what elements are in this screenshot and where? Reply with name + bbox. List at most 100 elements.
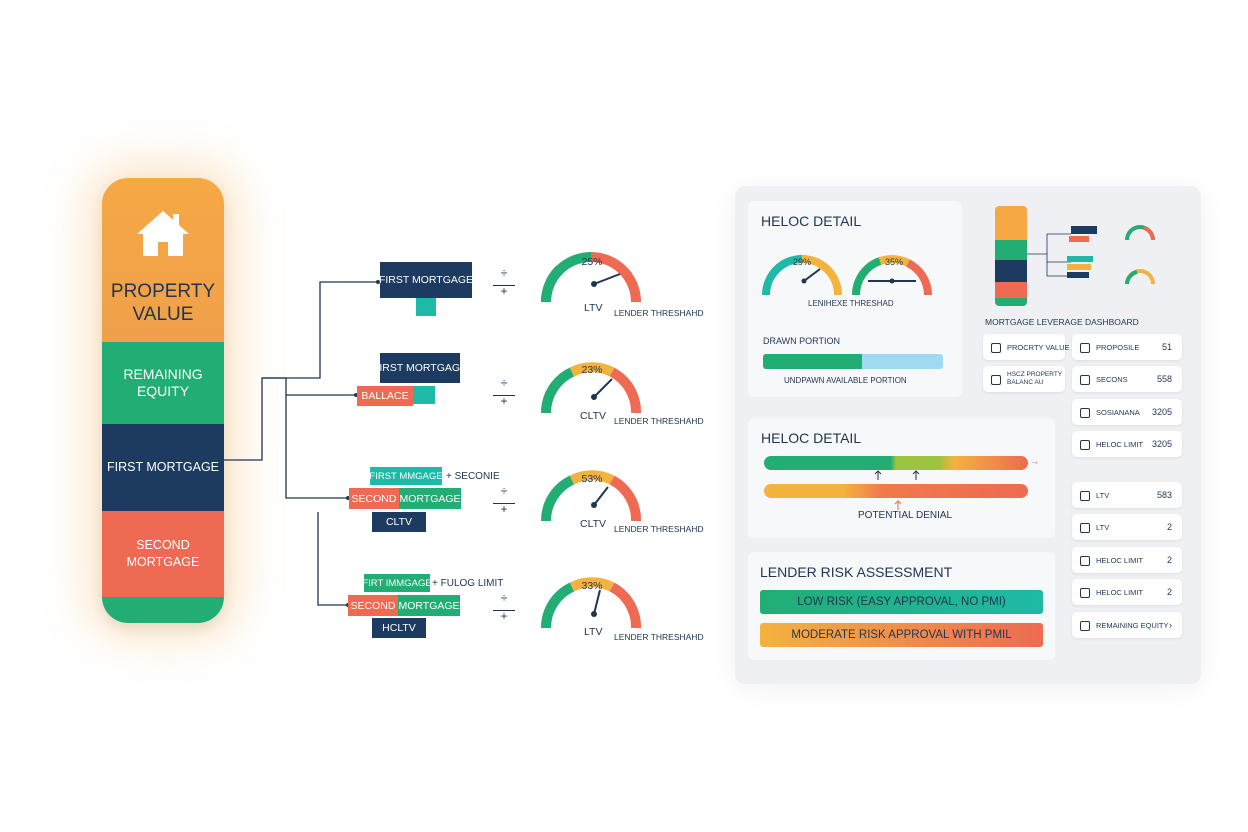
row4-hcltv-box: HCLTV [372, 618, 426, 638]
stat-value: 3205 [1151, 407, 1172, 417]
mini-dashboard-title: MORTGAGE LEVERAGE DASHBOARD [985, 317, 1139, 327]
stat-label: HELOC LIMIT [1096, 440, 1144, 449]
stat-card-right: PROPOSILE 51 [1072, 334, 1182, 360]
stat-icon [1080, 621, 1090, 631]
stat-icon [1080, 588, 1090, 598]
row1-first-mortgage-box: FIRST MORTGAGE [379, 262, 473, 298]
stat-label: LTV [1096, 523, 1110, 532]
mini-stack [995, 206, 1027, 306]
heloc1-gauge-2-percent: 35% [885, 257, 904, 267]
heloc2-bar-1 [764, 456, 1028, 470]
row3-divide-operator: ÷ [500, 484, 508, 498]
stat-property-value-label: PROCRTY VALUE [1007, 343, 1070, 352]
stat-card-right: HELOC LIMIT 2 [1072, 579, 1182, 605]
balance-icon [991, 375, 1001, 385]
stat-label: HELOC LIMIT [1096, 556, 1144, 565]
row3-gauge-percent: 53% [581, 473, 603, 485]
stat-card-right: LTV 583 [1072, 482, 1182, 508]
row4-mortgage-box: MORTGAGE [398, 595, 460, 616]
stat-value: 558 [1156, 374, 1172, 384]
stat-card-right: HELOC LIMIT 3205 [1072, 431, 1182, 457]
undrawn-portion-label: UNDPAWN AVAILABLE PORTION [784, 376, 907, 385]
row3-cltv-box: CLTV [372, 512, 426, 532]
stat-icon [1080, 440, 1090, 450]
row2-gauge-percent: 23% [581, 364, 603, 376]
row3-second-note: + SECONIE [446, 470, 500, 482]
stat-value: 2 [1166, 555, 1172, 565]
stack-base-segment [102, 597, 224, 623]
heloc-detail-title-1: HELOC DETAIL [761, 213, 862, 229]
second-mortgage-label: SECOND MORTGAGE [126, 538, 200, 569]
stat-value: 51 [1161, 342, 1172, 352]
stat-icon [1080, 556, 1090, 566]
stat-label: PROPOSILE [1096, 343, 1140, 352]
stat-property-balance-label: HSCZ PROPERTY BALANC AU [1007, 371, 1063, 386]
row3-threshold-label: LENDER THRESHAHD [614, 524, 704, 534]
row4-threshold-label: LENDER THRESHAHD [614, 632, 704, 642]
stat-property-value: PROCRTY VALUE [983, 334, 1070, 360]
stat-icon [1080, 343, 1090, 353]
heloc-detail-card-1: HELOC DETAIL 29% 35% LENIHEXE THRESHAD D… [748, 201, 962, 397]
stat-label: LTV [1096, 491, 1110, 500]
lender-risk-card: LENDER RISK ASSESSMENT LOW RISK (EASY AP… [748, 552, 1055, 660]
stat-value: 2 [1166, 587, 1172, 597]
property-value-label: PROPERTY VALUE [110, 281, 216, 325]
row1-gauge-label: LTV [584, 302, 603, 314]
row2-teal-chip [413, 386, 435, 404]
row2-first-mortgage-box: FIRST MORTGAGE [373, 353, 467, 383]
stat-icon [1080, 523, 1090, 533]
stat-icon [1080, 408, 1090, 418]
row2-plus-operator: + [493, 395, 515, 407]
potential-denial-label: POTENTIAL DENIAL [858, 510, 953, 521]
row1-threshold-label: LENDER THRESHAHD [614, 308, 704, 318]
heloc1-gauge-1 [762, 255, 842, 296]
stat-value: 2 [1166, 522, 1172, 532]
row3-second-box: SECOND [349, 488, 399, 509]
row1-gauge-percent: 25% [581, 256, 603, 268]
row4-gauge-percent: 33% [581, 580, 603, 592]
property-value-segment: PROPERTY VALUE [102, 178, 224, 342]
stat-label: SOSIANANA [1096, 408, 1140, 417]
row4-first-mortgage-box: FIRT IMMGAGE [362, 574, 432, 592]
row4-divide-operator: ÷ [500, 591, 508, 605]
row4-gauge-label: LTV [584, 626, 603, 638]
heloc-progress-track [763, 354, 943, 369]
row3-first-mortgage-box: FIRST MMGAGE [369, 467, 443, 485]
row4-gauge [540, 577, 641, 629]
row2-gauge [540, 362, 641, 414]
row2-threshold-label: LENDER THRESHAHD [614, 416, 704, 426]
row2-balance-box: BALLACE [357, 386, 413, 406]
low-risk-bar: LOW RISK (EASY APPROVAL, NO PMI) [760, 590, 1043, 614]
stat-label: SECONS [1096, 375, 1128, 384]
house-icon [137, 211, 189, 256]
stat-card-right: LTV 2 [1072, 514, 1182, 540]
row1-gauge [540, 252, 641, 303]
row3-mortgage-box: MORTGAGE [399, 488, 461, 509]
heloc1-gauge-2 [851, 255, 932, 296]
property-stack: PROPERTY VALUE REMAINING EQUITY FIRST MO… [102, 178, 224, 623]
heloc-detail-title-2: HELOC DETAIL [761, 430, 862, 446]
row4-heloc-note: + FULOG LIMIT [432, 577, 504, 589]
heloc1-gauge-1-percent: 29% [793, 257, 812, 267]
remaining-equity-label: REMAINING EQUITY [123, 366, 203, 399]
first-mortgage-label: FIRST MORTGAGE [106, 460, 220, 474]
heloc2-bar-2 [764, 484, 1028, 498]
row2-gauge-label: CLTV [580, 410, 607, 422]
stat-card-right: SECONS 558 [1072, 366, 1182, 392]
stat-value: 583 [1156, 490, 1172, 500]
row4-plus-operator: + [493, 610, 515, 622]
row3-gauge [540, 470, 641, 522]
stat-label: REMAINING EQUITY [1096, 621, 1169, 630]
second-mortgage-segment: SECOND MORTGAGE [102, 511, 224, 597]
first-mortgage-segment: FIRST MORTGAGE [102, 424, 224, 511]
stat-card-right: SOSIANANA 3205 [1072, 399, 1182, 425]
stat-label: HELOC LIMIT [1096, 588, 1144, 597]
drawn-portion-fill [763, 354, 862, 369]
heloc2-markers [874, 470, 920, 510]
row1-teal-chip [416, 298, 436, 316]
stat-card-right: HELOC LIMIT 2 [1072, 547, 1182, 573]
heloc-detail-card-2: HELOC DETAIL → POTENTIAL DENIAL [748, 418, 1055, 538]
heloc1-threshold-label: LENIHEXE THRESHAD [808, 299, 894, 308]
row3-gauge-label: CLTV [580, 518, 607, 530]
row4-second-box: SECOND [348, 595, 398, 616]
